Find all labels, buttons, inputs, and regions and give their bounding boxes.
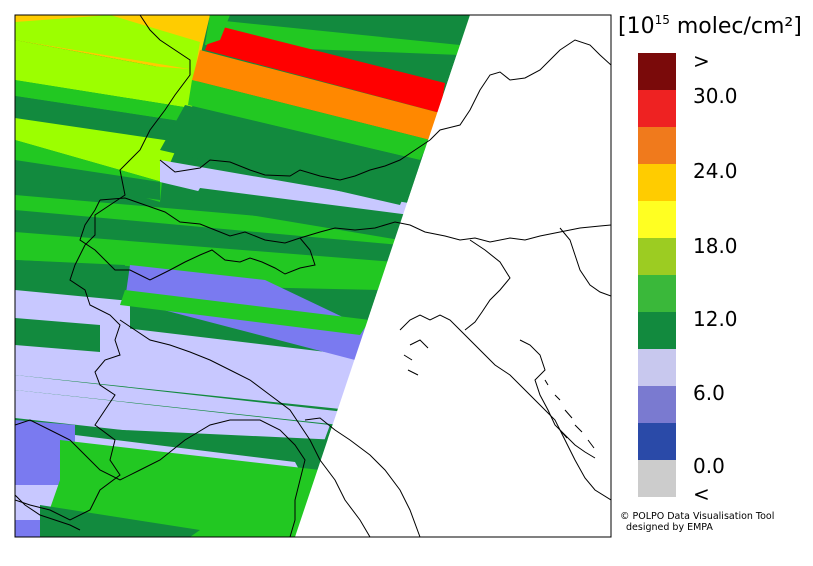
- pixel-darkgreen-3: [40, 505, 200, 537]
- legend-swatch: [638, 423, 676, 460]
- legend-swatch: [638, 312, 676, 349]
- pixel-green-1: [15, 80, 190, 122]
- pixel-darkgreen-alps: [190, 188, 410, 240]
- pixel-darkgreen-top: [160, 105, 420, 205]
- legend-unit: [1015 molec/cm²]: [618, 13, 802, 39]
- legend-label: 0.0: [693, 454, 725, 478]
- legend-swatch: [638, 386, 676, 423]
- pixel-green-top2: [188, 80, 430, 160]
- pixel-green-top3: [205, 15, 230, 45]
- credit-line-1: © POLPO Data Visualisation Tool: [620, 511, 775, 522]
- legend-swatch: [638, 201, 676, 238]
- pixel-green-3: [15, 195, 420, 250]
- legend-label: 18.0: [693, 234, 738, 258]
- legend-colorbar: [638, 53, 676, 497]
- legend-label: <: [693, 482, 710, 506]
- map-frame: [14, 14, 612, 538]
- pixel-lightgreen-4: [15, 40, 196, 108]
- legend-swatch: [638, 164, 676, 201]
- pixel-red: [205, 25, 445, 113]
- country-borders: [15, 15, 611, 537]
- credit-line-2: designed by EMPA: [626, 522, 713, 533]
- pixel-lavender-4: [100, 325, 360, 382]
- legend-label: 24.0: [693, 159, 738, 183]
- pixel-lavender-5: [15, 375, 345, 425]
- legend-swatch: [638, 460, 676, 497]
- legend-swatch: [638, 90, 676, 127]
- credit-text: © POLPO Data Visualisation Tool designed…: [620, 511, 810, 533]
- legend-label: 6.0: [693, 381, 725, 405]
- pixel-darkgreen-5: [15, 210, 400, 262]
- pixel-orange: [192, 50, 440, 140]
- legend-swatch: [638, 349, 676, 386]
- pixel-lightgreen-3: [15, 110, 180, 182]
- pixel-lightgreen-1: [15, 15, 200, 70]
- satellite-swath: [15, 15, 611, 537]
- legend-label: >: [693, 49, 710, 73]
- legend-swatch: [638, 53, 676, 90]
- pixel-lavender-2: [15, 340, 360, 410]
- no-data-region: [295, 15, 611, 537]
- legend-label: 30.0: [693, 84, 738, 108]
- legend-swatch: [638, 238, 676, 275]
- legend-swatch: [638, 127, 676, 164]
- legend-labels: >30.0 24.0 18.0 12.0 6.0 0.0 <: [693, 49, 738, 506]
- pixel-darkgreen-7: [15, 318, 100, 352]
- pixel-darkgreen-6: [15, 260, 125, 290]
- legend-label: 12.0: [693, 307, 738, 331]
- pixel-green-8: [120, 290, 370, 335]
- pixel-darkgreen-top2: [215, 15, 470, 45]
- legend-swatch: [638, 275, 676, 312]
- pixel-darkgreen-1: [15, 96, 186, 142]
